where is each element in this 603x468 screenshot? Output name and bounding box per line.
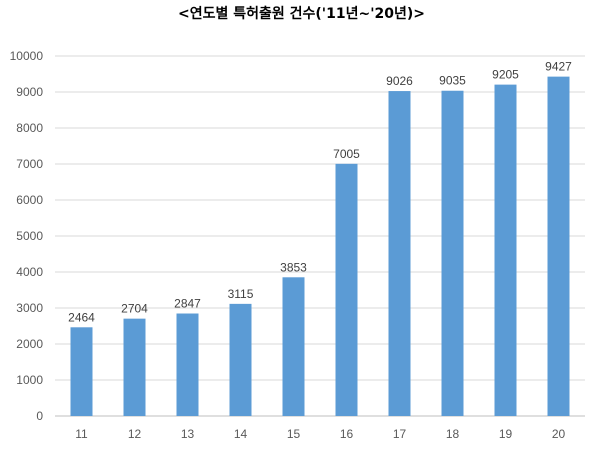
y-tick-label: 3000	[16, 301, 43, 315]
y-tick-label: 7000	[16, 157, 43, 171]
bar	[123, 318, 146, 416]
x-tick-label: 15	[287, 427, 301, 441]
bars	[70, 76, 570, 417]
chart-title: <연도별 특허출원 건수('11년~'20년)>	[178, 6, 425, 22]
data-label: 7005	[333, 147, 360, 161]
y-tick-label: 6000	[16, 193, 43, 207]
bar	[335, 163, 358, 416]
bar	[388, 91, 411, 417]
y-tick-label: 5000	[16, 229, 43, 243]
y-tick-label: 2000	[16, 337, 43, 351]
x-tick-label: 13	[181, 427, 195, 441]
y-tick-label: 9000	[16, 85, 43, 99]
y-tick-label: 1000	[16, 373, 43, 387]
x-tick-label: 14	[234, 427, 248, 441]
y-tick-label: 4000	[16, 265, 43, 279]
data-label: 9035	[439, 74, 466, 88]
bar	[441, 90, 464, 417]
bar	[494, 84, 517, 417]
data-label: 3853	[280, 260, 307, 274]
y-tick-label: 0	[36, 409, 43, 423]
x-tick-label: 18	[446, 427, 460, 441]
y-tick-label: 8000	[16, 121, 43, 135]
x-tick-label: 17	[393, 427, 407, 441]
data-label: 2847	[174, 297, 201, 311]
data-label: 2464	[68, 310, 95, 324]
y-axis-tick-labels: 0 1000 2000 3000 4000 5000 6000 7000 8000 9000 100…	[10, 49, 44, 423]
x-tick-label: 12	[128, 427, 142, 441]
data-label: 3115	[228, 287, 254, 301]
x-axis-tick-labels: 11 12 13 14 15 16 17 18 19 20	[75, 427, 565, 441]
data-label: 9427	[545, 60, 572, 74]
data-label: 2704	[121, 302, 148, 316]
x-tick-label: 16	[340, 427, 354, 441]
bar	[547, 76, 570, 417]
data-label: 9205	[492, 68, 519, 82]
x-tick-label: 19	[499, 427, 513, 441]
data-labels: 2464 2704 2847 3115 3853 7005 9026 9035 9205 9427	[68, 60, 572, 325]
y-tick-label: 10000	[10, 49, 44, 63]
x-tick-label: 11	[75, 427, 88, 441]
bar	[70, 327, 93, 416]
bar	[229, 303, 252, 416]
bar	[282, 277, 305, 416]
data-label: 9026	[386, 74, 413, 88]
bar	[176, 313, 199, 416]
x-tick-label: 20	[552, 427, 566, 441]
